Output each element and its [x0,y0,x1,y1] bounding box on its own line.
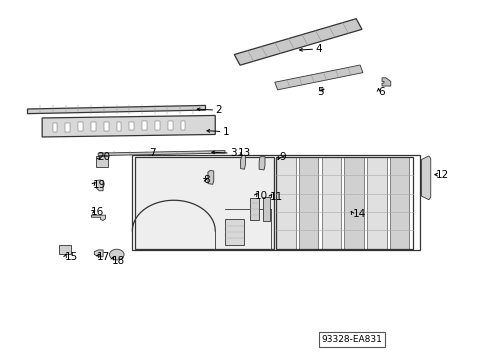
Polygon shape [344,157,363,249]
Bar [250,198,259,220]
Text: 12: 12 [435,170,448,180]
Bar [59,245,71,253]
Polygon shape [389,157,408,249]
Bar [276,157,412,249]
Text: 1: 1 [222,127,229,136]
Polygon shape [42,116,215,137]
Text: 9: 9 [279,152,285,162]
Polygon shape [142,121,147,130]
Polygon shape [381,78,390,86]
Bar [263,197,269,221]
Polygon shape [240,156,245,169]
Polygon shape [94,250,103,257]
Text: 10: 10 [255,191,268,201]
Ellipse shape [109,249,124,260]
Polygon shape [421,156,430,200]
Polygon shape [234,19,361,65]
Polygon shape [91,215,105,221]
Polygon shape [167,121,172,130]
Text: 19: 19 [92,180,105,190]
Text: 4: 4 [315,44,321,54]
Polygon shape [52,123,57,132]
Text: 2: 2 [215,105,222,115]
Polygon shape [96,180,103,191]
Text: 13: 13 [238,148,251,158]
Text: 93328-EA831: 93328-EA831 [321,335,382,344]
Polygon shape [366,157,386,249]
Polygon shape [259,157,264,170]
Bar [224,220,244,244]
Polygon shape [180,121,185,130]
Text: 17: 17 [97,252,110,262]
Text: 18: 18 [112,256,125,266]
Polygon shape [274,65,362,90]
Bar [96,156,108,167]
Polygon shape [65,122,70,131]
Text: 16: 16 [91,207,104,217]
Text: 20: 20 [97,152,110,162]
Polygon shape [321,157,340,249]
Polygon shape [78,122,83,131]
Polygon shape [27,105,205,114]
Polygon shape [103,122,108,131]
Polygon shape [207,170,213,184]
Polygon shape [298,157,318,249]
Bar [132,155,419,250]
Text: 3: 3 [229,148,236,158]
Polygon shape [155,121,160,130]
Text: 15: 15 [65,252,78,262]
Polygon shape [116,122,121,131]
Text: 14: 14 [352,209,365,219]
Text: 8: 8 [203,175,209,185]
Text: 6: 6 [378,87,385,97]
Polygon shape [98,150,224,156]
Polygon shape [129,122,134,130]
Text: 5: 5 [317,87,324,97]
Bar [135,157,273,249]
Text: 11: 11 [269,192,283,202]
Polygon shape [91,122,96,131]
Polygon shape [276,157,295,249]
Text: 7: 7 [149,148,156,158]
